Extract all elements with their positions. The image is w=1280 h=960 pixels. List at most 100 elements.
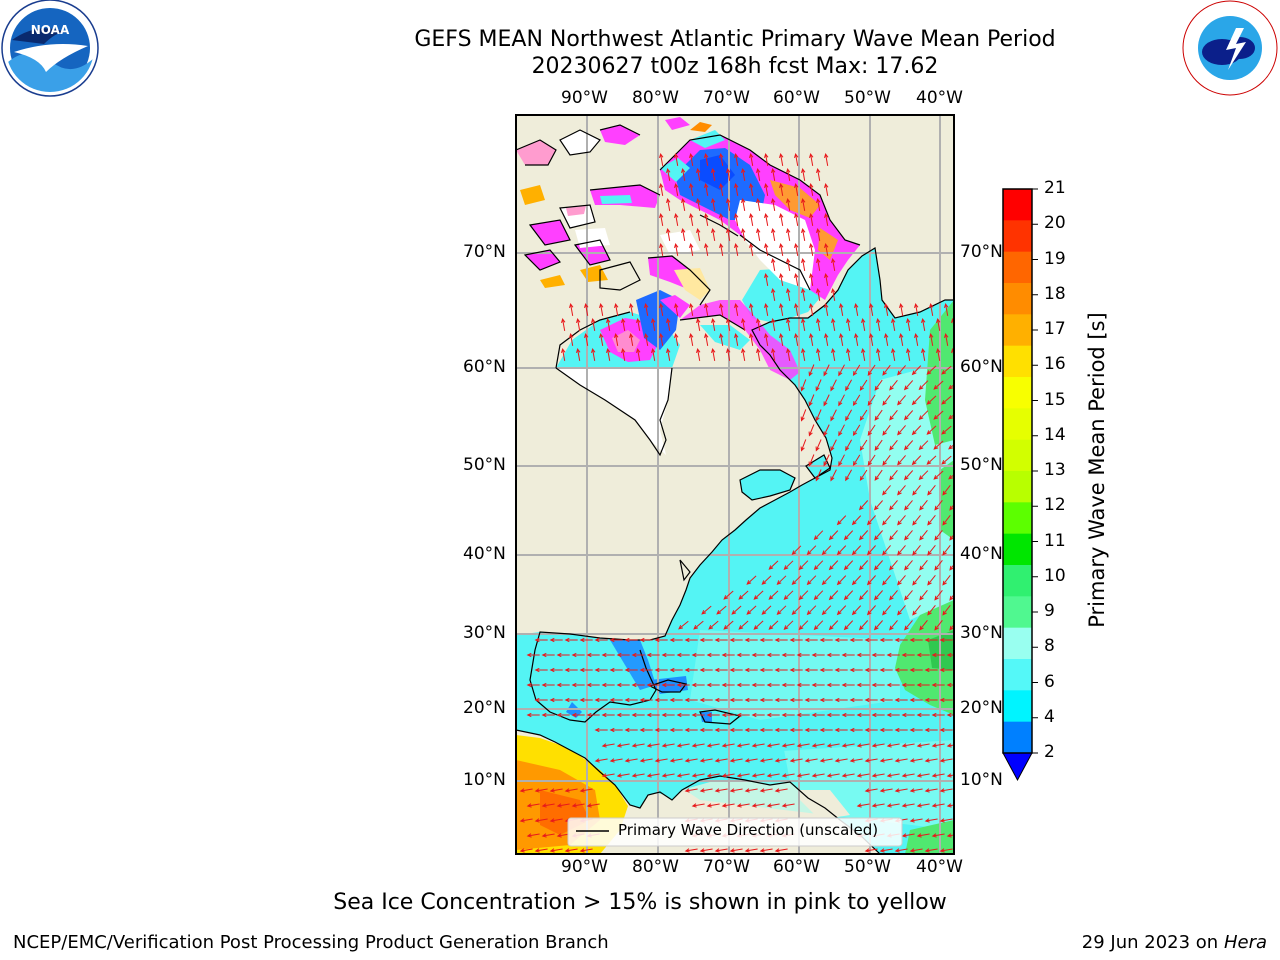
wave-arrow <box>556 712 570 718</box>
wave-arrow <box>897 455 906 466</box>
wave-arrow <box>891 347 896 361</box>
wave-arrow <box>918 470 929 481</box>
wave-arrow <box>941 425 952 435</box>
colorbar-tick-label: 20 <box>1044 213 1066 234</box>
wave-arrow <box>804 697 818 703</box>
wave-arrow <box>759 727 773 733</box>
wave-arrow <box>714 758 728 763</box>
wave-arrow <box>764 332 769 346</box>
wave-arrow <box>901 712 915 718</box>
wave-arrow <box>646 652 660 658</box>
wave-arrow <box>751 712 765 718</box>
wave-arrow <box>676 652 690 658</box>
wave-arrow <box>894 758 908 763</box>
wave-arrow <box>629 302 634 316</box>
wave-arrow <box>666 347 671 361</box>
wave-arrow <box>843 590 854 601</box>
arrow-legend-label: Primary Wave Direction (unscaled) <box>618 821 879 839</box>
wave-arrow <box>801 167 806 181</box>
wave-arrow <box>669 758 683 763</box>
wave-arrow <box>711 317 716 331</box>
wave-arrow <box>704 212 709 226</box>
lat-label-left-10n: 10°N <box>463 770 506 790</box>
wave-arrow <box>866 545 876 556</box>
wave-arrow <box>876 347 881 361</box>
wave-arrow <box>944 302 949 316</box>
wave-arrow <box>741 227 746 241</box>
lat-label-right-10n: 10°N <box>960 770 1003 790</box>
wave-arrow <box>706 773 720 778</box>
wave-arrow <box>646 712 660 718</box>
wave-arrow <box>804 727 818 733</box>
wave-arrow <box>834 727 848 733</box>
wave-arrow <box>901 833 915 838</box>
wave-arrow <box>831 287 836 301</box>
wave-arrow <box>826 773 840 778</box>
wave-arrow <box>864 727 878 733</box>
wave-arrow <box>706 682 720 688</box>
wave-arrow <box>909 667 923 673</box>
wave-arrow <box>851 605 862 616</box>
wave-arrow <box>823 394 830 407</box>
wave-arrow <box>815 379 822 392</box>
lat-label-right-20n: 20°N <box>960 698 1003 718</box>
lon-label-top-60w: 60°W <box>773 88 820 108</box>
colorbar <box>1002 188 1038 782</box>
wave-arrow <box>919 529 928 541</box>
wave-arrow <box>904 500 913 511</box>
wave-arrow <box>689 152 694 166</box>
wave-arrow <box>924 758 938 763</box>
wave-arrow <box>808 454 815 467</box>
wave-arrow <box>779 212 784 226</box>
wave-arrow <box>579 637 593 643</box>
wave-arrow <box>744 637 758 643</box>
wave-arrow <box>838 424 845 437</box>
wave-arrow <box>924 667 938 673</box>
wave-arrow <box>691 773 705 778</box>
wave-arrow <box>816 167 821 181</box>
wave-arrow <box>869 302 874 316</box>
wave-arrow <box>549 818 563 823</box>
colorbar-segment <box>1003 345 1032 378</box>
wave-arrow <box>796 712 810 718</box>
wave-arrow <box>841 773 855 778</box>
wave-arrow <box>786 167 791 181</box>
wave-arrow <box>809 302 814 316</box>
wave-arrow <box>714 637 728 643</box>
wave-arrow <box>806 545 817 556</box>
wave-arrow <box>933 380 944 390</box>
wave-arrow <box>696 317 701 331</box>
footer-date-text: 29 Jun 2023 on <box>1081 932 1219 953</box>
wave-arrow <box>759 667 773 673</box>
wave-arrow <box>851 575 862 586</box>
wave-arrow <box>926 455 937 465</box>
wave-arrow <box>823 424 830 437</box>
wave-arrow <box>828 620 839 631</box>
wave-arrow <box>889 590 898 601</box>
wave-arrow <box>699 758 713 763</box>
wave-arrow <box>691 652 705 658</box>
wave-arrow <box>736 682 750 688</box>
wave-arrow <box>606 347 611 361</box>
wave-arrow <box>796 652 810 658</box>
wave-arrow <box>736 652 750 658</box>
wave-arrow <box>756 347 761 361</box>
wave-arrow <box>906 347 911 361</box>
wave-arrow <box>816 287 821 301</box>
wave-arrow <box>856 773 870 778</box>
wave-arrow <box>889 560 898 571</box>
wave-arrow <box>942 484 951 496</box>
wave-arrow <box>741 347 746 361</box>
wave-arrow <box>912 544 921 556</box>
wave-arrow <box>786 287 791 301</box>
wave-arrow <box>882 485 891 496</box>
wave-arrow <box>904 560 913 571</box>
wave-arrow <box>768 560 779 570</box>
wave-arrow <box>699 697 713 703</box>
wave-arrow <box>841 712 855 718</box>
wave-arrow <box>843 560 854 571</box>
wave-arrow <box>779 332 784 346</box>
wave-arrow <box>726 197 731 211</box>
wave-arrow <box>808 364 815 377</box>
wave-arrow <box>766 712 780 718</box>
